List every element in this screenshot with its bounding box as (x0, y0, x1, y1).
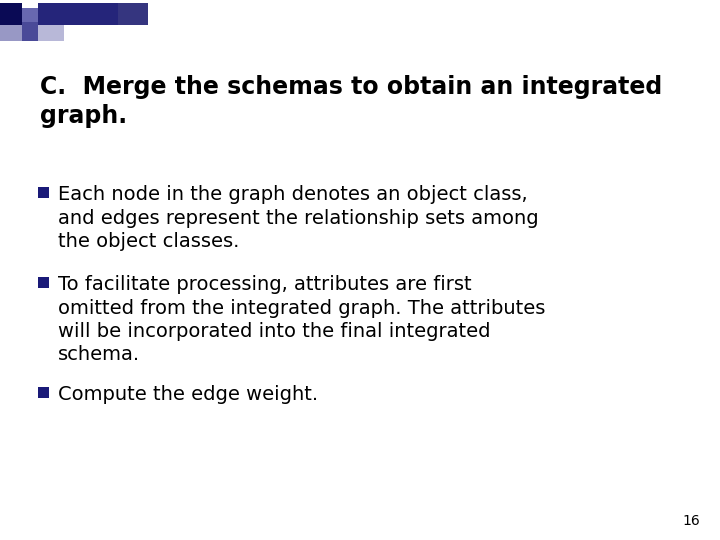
Bar (38, 3, 118, 25)
Bar (38, 387, 49, 398)
Text: Compute the edge weight.: Compute the edge weight. (58, 385, 318, 404)
Bar (118, 3, 148, 25)
Text: C.  Merge the schemas to obtain an integrated
graph.: C. Merge the schemas to obtain an integr… (40, 75, 662, 128)
Bar (38, 25, 64, 41)
Bar (22, 8, 38, 22)
Text: To facilitate processing, attributes are first
omitted from the integrated graph: To facilitate processing, attributes are… (58, 275, 545, 364)
Bar (22, 22, 38, 41)
Text: Each node in the graph denotes an object class,
and edges represent the relation: Each node in the graph denotes an object… (58, 185, 539, 251)
Bar (38, 187, 49, 198)
Bar (38, 277, 49, 288)
Bar (0, 25, 22, 41)
Text: 16: 16 (683, 514, 700, 528)
Bar (0, 3, 22, 25)
